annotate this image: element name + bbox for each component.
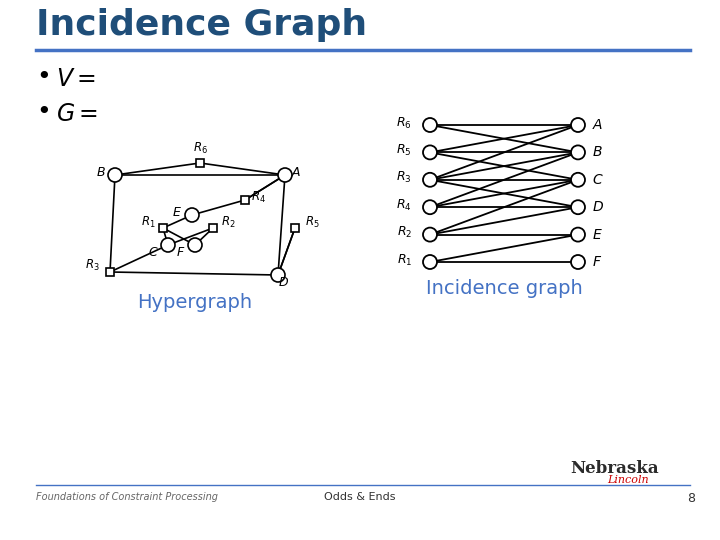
Circle shape bbox=[423, 173, 437, 187]
Circle shape bbox=[423, 118, 437, 132]
Bar bbox=[196, 159, 204, 167]
Bar bbox=[106, 268, 114, 276]
Circle shape bbox=[571, 118, 585, 132]
Text: Foundations of Constraint Processing: Foundations of Constraint Processing bbox=[36, 492, 218, 502]
Text: $\mathit{R}_{6}$: $\mathit{R}_{6}$ bbox=[396, 116, 412, 131]
Bar bbox=[159, 224, 167, 232]
Text: $\mathit{F}$: $\mathit{F}$ bbox=[176, 246, 186, 259]
Text: $\mathit{R}_{5}$: $\mathit{R}_{5}$ bbox=[397, 143, 412, 158]
Circle shape bbox=[571, 255, 585, 269]
Bar bbox=[291, 224, 299, 232]
Circle shape bbox=[571, 200, 585, 214]
Text: $\mathit{F}$: $\mathit{F}$ bbox=[592, 255, 602, 269]
Text: $\mathit{C}$: $\mathit{C}$ bbox=[592, 173, 603, 187]
Text: $\mathit{A}$: $\mathit{A}$ bbox=[592, 118, 603, 132]
Circle shape bbox=[108, 168, 122, 182]
Text: $\mathit{R}_{1}$: $\mathit{R}_{1}$ bbox=[140, 214, 156, 230]
Text: $\mathit{B}$: $\mathit{B}$ bbox=[96, 166, 106, 179]
Text: Nebraska: Nebraska bbox=[571, 460, 660, 477]
Text: $\mathit{R}_{3}$: $\mathit{R}_{3}$ bbox=[85, 258, 99, 273]
Text: $\mathit{R}_{2}$: $\mathit{R}_{2}$ bbox=[221, 214, 235, 230]
Circle shape bbox=[188, 238, 202, 252]
Bar bbox=[209, 224, 217, 232]
Text: Hypergraph: Hypergraph bbox=[138, 293, 253, 312]
Circle shape bbox=[278, 168, 292, 182]
Text: $\mathit{C}$: $\mathit{C}$ bbox=[148, 246, 158, 259]
Text: Incidence Graph: Incidence Graph bbox=[36, 8, 367, 42]
Text: $\mathit{D}$: $\mathit{D}$ bbox=[279, 275, 289, 288]
Circle shape bbox=[161, 238, 175, 252]
Text: $\mathit{B}$: $\mathit{B}$ bbox=[592, 145, 603, 159]
Text: $\mathit{R}_{5}$: $\mathit{R}_{5}$ bbox=[305, 214, 320, 230]
Text: $\mathit{G}=$: $\mathit{G}=$ bbox=[56, 102, 98, 126]
Text: $\mathit{R}_{3}$: $\mathit{R}_{3}$ bbox=[397, 170, 412, 185]
Text: $\mathit{R}_{4}$: $\mathit{R}_{4}$ bbox=[396, 198, 412, 213]
Bar bbox=[241, 196, 249, 204]
Text: $\mathit{R}_{1}$: $\mathit{R}_{1}$ bbox=[397, 252, 412, 267]
Text: •: • bbox=[36, 100, 50, 124]
Text: $\mathit{E}$: $\mathit{E}$ bbox=[172, 206, 182, 219]
Circle shape bbox=[271, 268, 285, 282]
Text: Lincoln: Lincoln bbox=[607, 475, 649, 485]
Circle shape bbox=[571, 145, 585, 159]
Circle shape bbox=[423, 227, 437, 241]
Text: $\mathit{R}_{4}$: $\mathit{R}_{4}$ bbox=[251, 190, 266, 205]
Text: $\mathit{E}$: $\mathit{E}$ bbox=[592, 227, 603, 241]
Circle shape bbox=[423, 145, 437, 159]
Circle shape bbox=[571, 227, 585, 241]
Circle shape bbox=[423, 200, 437, 214]
Circle shape bbox=[423, 255, 437, 269]
Text: $\mathit{A}$: $\mathit{A}$ bbox=[291, 166, 301, 179]
Text: $\mathit{V}=$: $\mathit{V}=$ bbox=[56, 67, 96, 91]
Text: •: • bbox=[36, 65, 50, 89]
Circle shape bbox=[571, 173, 585, 187]
Circle shape bbox=[185, 208, 199, 222]
Text: $\mathit{D}$: $\mathit{D}$ bbox=[592, 200, 604, 214]
Text: 8: 8 bbox=[687, 492, 695, 505]
Text: Odds & Ends: Odds & Ends bbox=[324, 492, 396, 502]
Text: Incidence graph: Incidence graph bbox=[426, 279, 582, 298]
Text: $\mathit{R}_{6}$: $\mathit{R}_{6}$ bbox=[192, 140, 207, 156]
Text: $\mathit{R}_{2}$: $\mathit{R}_{2}$ bbox=[397, 225, 412, 240]
